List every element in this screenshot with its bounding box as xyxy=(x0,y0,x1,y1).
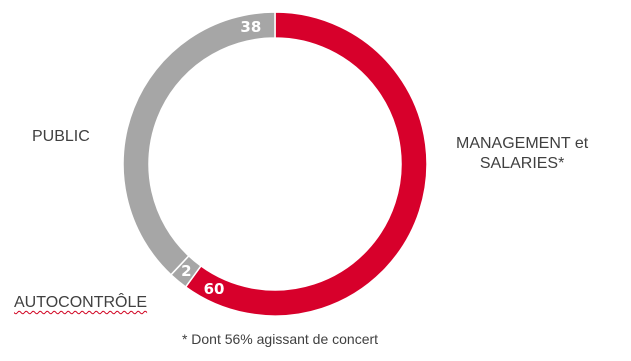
data-label-1: 2 xyxy=(181,262,191,280)
label-management-line1: MANAGEMENT et xyxy=(456,135,589,152)
label-management-line2: SALARIES* xyxy=(479,155,565,172)
label-autocontrole: AUTOCONTRÔLE xyxy=(14,294,148,311)
data-label-2: 38 xyxy=(240,18,261,36)
label-management: MANAGEMENT et SALARIES* xyxy=(456,134,588,174)
donut-slice-0 xyxy=(184,11,428,317)
donut-slice-2 xyxy=(122,11,276,276)
data-label-0: 60 xyxy=(204,280,225,298)
footnote: * Dont 56% agissant de concert xyxy=(181,331,379,347)
label-public: PUBLIC xyxy=(32,128,90,145)
